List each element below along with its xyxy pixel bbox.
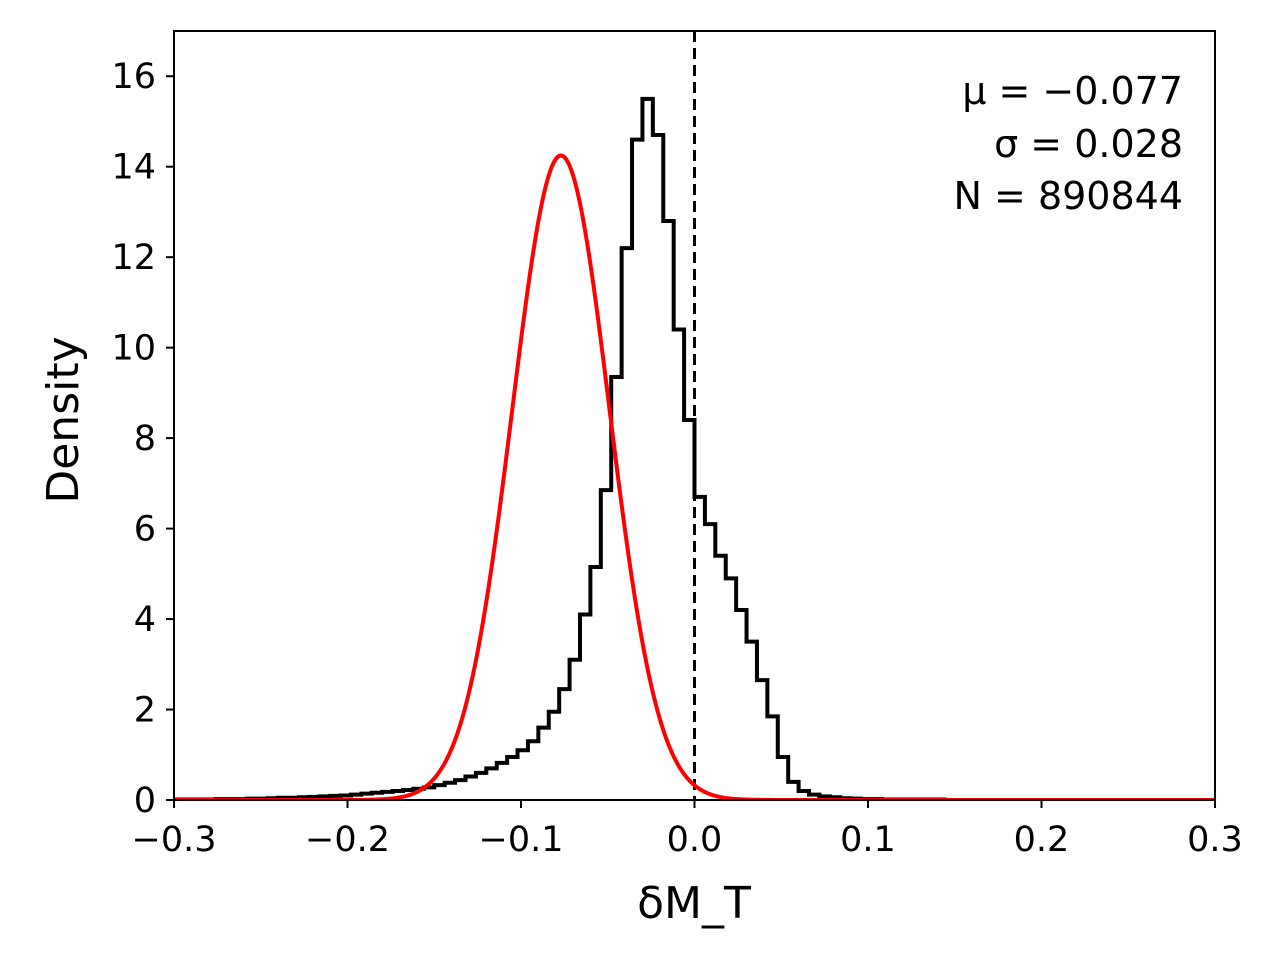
x-tick-label: 0.3: [1187, 820, 1243, 860]
x-tick-label: −0.1: [479, 820, 564, 860]
annotation-sigma: σ = 0.028: [994, 122, 1183, 166]
y-tick-label: 6: [134, 510, 156, 550]
y-tick-label: 12: [111, 238, 156, 278]
x-tick-label: 0.0: [667, 820, 723, 860]
y-tick-label: 14: [111, 148, 156, 188]
x-tick-label: −0.2: [305, 820, 390, 860]
x-tick-label: −0.3: [132, 820, 217, 860]
y-tick-label: 8: [134, 419, 156, 459]
y-tick-label: 16: [111, 57, 156, 97]
annotation-mu: μ = −0.077: [962, 69, 1183, 113]
y-tick-label: 10: [111, 329, 156, 369]
x-tick-label: 0.2: [1014, 820, 1070, 860]
y-axis-label: Density: [38, 336, 89, 503]
x-axis-label: δM_T: [637, 878, 751, 929]
x-tick-label: 0.1: [840, 820, 896, 860]
y-tick-label: 0: [134, 781, 156, 821]
y-tick-label: 4: [134, 600, 156, 640]
annotation-n: N = 890844: [954, 174, 1183, 218]
y-tick-label: 2: [134, 691, 156, 731]
